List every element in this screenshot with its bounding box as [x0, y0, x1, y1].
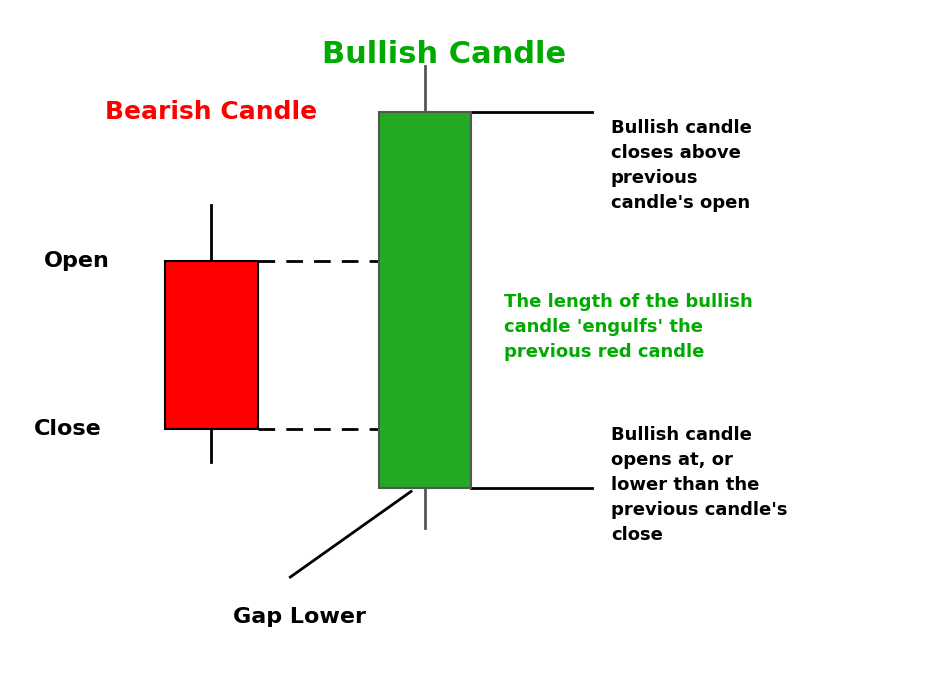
Text: The length of the bullish
candle 'engulfs' the
previous red candle: The length of the bullish candle 'engulf…: [504, 293, 753, 361]
Text: Bullish Candle: Bullish Candle: [322, 40, 566, 69]
Text: Bullish candle
closes above
previous
candle's open: Bullish candle closes above previous can…: [611, 118, 752, 211]
Text: Bearish Candle: Bearish Candle: [106, 100, 318, 125]
Text: Gap Lower: Gap Lower: [233, 607, 366, 627]
FancyBboxPatch shape: [165, 260, 257, 429]
Text: Close: Close: [33, 419, 101, 439]
FancyBboxPatch shape: [378, 112, 472, 488]
Text: Open: Open: [43, 251, 109, 271]
Text: Bullish candle
opens at, or
lower than the
previous candle's
close: Bullish candle opens at, or lower than t…: [611, 426, 787, 544]
